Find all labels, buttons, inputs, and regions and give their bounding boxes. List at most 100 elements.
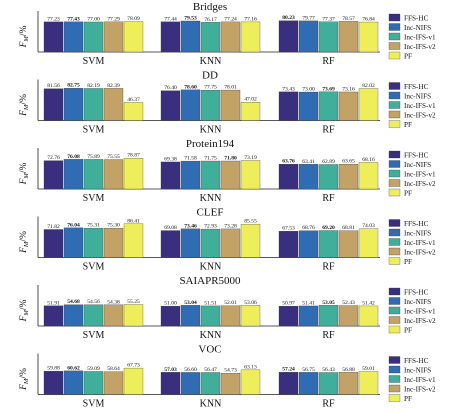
data-label: 56.88 [342,367,355,373]
bar [240,305,261,327]
bar [160,305,181,327]
bar [298,164,319,190]
data-label: 76.40 [164,85,177,91]
category-label: RF [322,56,335,67]
bar [180,160,201,190]
data-label: 76.08 [67,154,80,160]
bar [278,372,299,395]
data-label: 72.93 [204,224,217,230]
legend-label: Inc-IFS-v1 [404,170,436,178]
bar [83,21,104,53]
category-label: KNN [200,262,222,273]
data-label: 80.23 [282,15,295,21]
data-label: 52.01 [224,300,237,306]
bar [63,370,84,395]
legend-label: Inc-IFS-v2 [404,385,436,393]
category-label: KNN [200,125,222,136]
bar [160,230,181,258]
legend-label: PF [404,189,412,197]
data-label: 71.58 [184,156,197,162]
legend-label: Inc-NIFS [404,366,431,374]
y-axis-label: FM/% [19,94,30,117]
data-label: 77.44 [164,16,177,22]
data-label: 57.24 [282,367,295,373]
bar [278,305,299,327]
data-label: 54.68 [67,299,80,305]
data-label: 71.82 [47,224,60,230]
chart-panel-4: SAIAPR5000 FM/% 51.91 54.68 54.56 54.38 55.25 S… [19,275,436,341]
bar [103,304,124,327]
legend-swatch [388,247,401,256]
legend-label: PF [404,395,412,403]
bar [358,228,379,258]
bar [43,370,64,395]
data-label: 59.01 [362,366,375,372]
chart-title: Bridges [193,1,227,13]
data-label: 53.05 [322,300,335,306]
bar [43,88,64,121]
bar [180,89,201,121]
data-label: 69.08 [164,225,177,231]
bar [358,371,379,395]
data-label: 69.20 [322,225,335,231]
data-label: 56.60 [184,367,197,373]
bar [220,89,241,121]
data-label: 71.80 [224,155,237,161]
bar [338,91,359,121]
bar [200,90,221,121]
bar [160,372,181,395]
legend-label: Inc-NIFS [404,92,431,100]
data-label: 55.25 [127,299,140,305]
data-label: 60.62 [67,365,80,371]
bar [123,102,144,121]
data-label: 57.03 [164,367,177,373]
category-label: KNN [200,399,222,410]
category-label: RF [322,399,335,410]
legend-label: PF [404,258,412,266]
legend-swatch [388,306,401,315]
bar [278,20,299,53]
bar [123,304,144,327]
category-label: KNN [200,193,222,204]
data-label: 51.00 [164,301,177,307]
bar [200,228,221,258]
legend-swatch [388,219,401,227]
bar [200,160,221,190]
data-label: 78.60 [184,84,197,90]
bar [180,305,201,327]
bar [220,160,241,190]
bar [160,21,181,53]
bar [63,88,84,121]
data-label: 51.42 [362,300,375,306]
bar [318,372,339,395]
category-label: RF [322,125,335,136]
legend-swatch [388,257,401,265]
data-label: 68.76 [302,225,315,231]
category-label: SVM [83,262,105,273]
legend-swatch [388,365,401,374]
chart-title: Protein194 [186,138,235,150]
legend-swatch [388,42,401,50]
legend-label: Inc-IFS-v2 [404,248,436,256]
bar [338,21,359,53]
data-label: 54.73 [224,368,237,374]
bar [43,305,64,327]
data-label: 77.24 [224,16,237,22]
data-label: 78.09 [127,16,140,22]
bar [318,21,339,53]
legend-label: Inc-NIFS [404,229,431,237]
bar [103,159,124,190]
data-label: 75.30 [107,223,120,229]
data-label: 47.02 [244,97,257,103]
legend-label: PF [404,121,412,129]
data-label: 52.43 [342,300,355,306]
legend-swatch [388,32,401,41]
data-label: 77.23 [47,16,60,22]
data-label: 58.64 [107,366,120,372]
legend-swatch [388,356,401,364]
legend-label: Inc-NIFS [404,24,431,32]
data-label: 67.73 [127,363,140,369]
legend-label: FFS-HC [404,14,429,22]
bar [123,223,144,258]
bar [83,227,104,258]
